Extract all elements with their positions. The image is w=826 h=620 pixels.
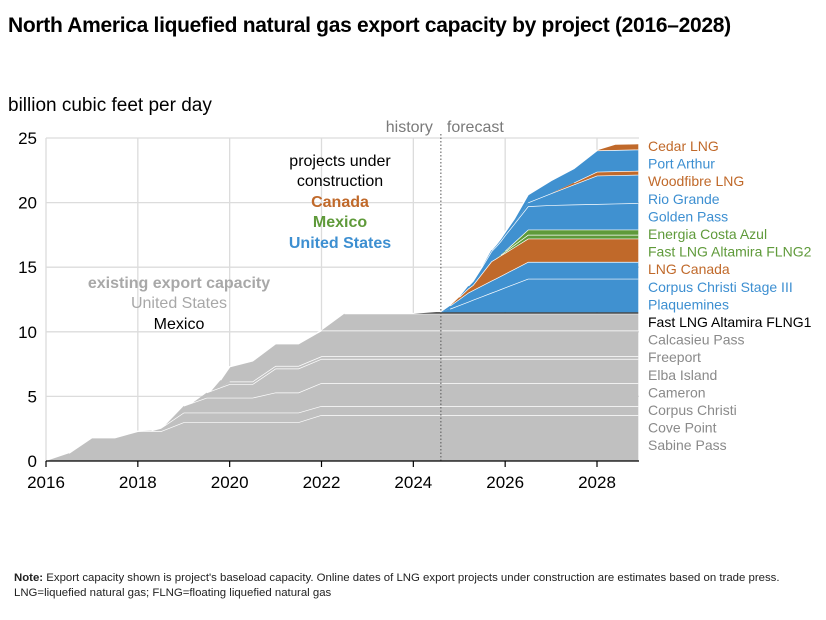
anno-united-states: United States — [289, 235, 391, 252]
legend-label-freeport: Freeport — [648, 349, 701, 365]
anno-existing-us: United States — [131, 295, 227, 312]
area-sabine-pass — [46, 415, 639, 461]
legend-label-corpus-christi-stage-iii: Corpus Christi Stage III — [648, 279, 793, 295]
legend-label-energia-costa-azul: Energia Costa Azul — [648, 226, 767, 242]
area-calcasieu-pass — [46, 313, 639, 461]
area-rio-grande — [46, 174, 639, 461]
y-axis-label: billion cubic feet per day — [8, 95, 212, 116]
axes: 0 5 10 15 20 25 history forecast 2016 2018 2020 202… — [18, 119, 639, 492]
legend-label-golden-pass: Golden Pass — [648, 208, 728, 224]
footnote-text: Export capacity shown is project's basel… — [14, 572, 780, 599]
anno-existing-mexico: Mexico — [154, 316, 205, 333]
legend-label-cedar-lng: Cedar LNG — [648, 138, 719, 154]
chart-area: 0 5 10 15 20 25 history forecast 2016 2018 2020 202… — [18, 119, 812, 492]
legend-label-elba-island: Elba Island — [648, 367, 717, 383]
anno-construction: construction — [297, 173, 383, 190]
y-tick-label: 15 — [18, 258, 37, 277]
legend-label-cameron: Cameron — [648, 384, 706, 400]
stacked-areas — [46, 144, 639, 462]
y-tick-label: 0 — [28, 452, 37, 471]
y-tick-label: 25 — [18, 129, 37, 148]
area-plaquemines — [46, 278, 639, 461]
separator-port-arthur — [490, 148, 639, 251]
legend-label-calcasieu-pass: Calcasieu Pass — [648, 332, 745, 348]
area-cameron — [46, 358, 639, 461]
x-tick-label: 2026 — [486, 473, 524, 492]
chart-title: North America liquefied natural gas expo… — [8, 14, 731, 37]
y-tick-label: 20 — [18, 194, 37, 213]
history-label: history — [386, 119, 433, 136]
legend-label-sabine-pass: Sabine Pass — [648, 437, 727, 453]
y-tick-label: 10 — [18, 323, 37, 342]
x-tick-label: 2028 — [578, 473, 616, 492]
x-tick-label: 2020 — [211, 473, 249, 492]
legend-label-fast-lng-altamira-flng2: Fast LNG Altamira FLNG2 — [648, 244, 812, 260]
x-tick-label: 2024 — [394, 473, 432, 492]
y-tick-label: 5 — [28, 387, 37, 406]
anno-existing-capacity: existing export capacity — [88, 275, 270, 292]
x-tick-label: 2016 — [27, 473, 65, 492]
area-freeport — [46, 330, 639, 461]
legend-label-cove-point: Cove Point — [648, 420, 717, 436]
legend-label-rio-grande: Rio Grande — [648, 191, 720, 207]
anno-canada: Canada — [311, 194, 369, 211]
legend-label-fast-lng-altamira-flng1: Fast LNG Altamira FLNG1 — [648, 314, 812, 330]
footnote: Note: Export capacity shown is project's… — [14, 571, 804, 601]
legend-label-corpus-christi: Corpus Christi — [648, 402, 737, 418]
footnote-label: Note: — [14, 572, 44, 584]
anno-mexico: Mexico — [313, 214, 367, 231]
x-tick-label: 2022 — [303, 473, 341, 492]
x-tick-label: 2018 — [119, 473, 157, 492]
area-lng-canada — [46, 238, 639, 461]
forecast-label: forecast — [447, 119, 504, 136]
legend-label-plaquemines: Plaquemines — [648, 296, 729, 312]
legend-label-lng-canada: LNG Canada — [648, 261, 730, 277]
area-cove-point — [46, 406, 639, 461]
area-golden-pass — [46, 203, 639, 461]
anno-projects-under: projects under — [289, 153, 391, 170]
legend-label-woodfibre-lng: Woodfibre LNG — [648, 173, 744, 189]
annotations: projects under construction Canada Mexic… — [88, 153, 392, 333]
legend-label-port-arthur: Port Arthur — [648, 156, 715, 172]
